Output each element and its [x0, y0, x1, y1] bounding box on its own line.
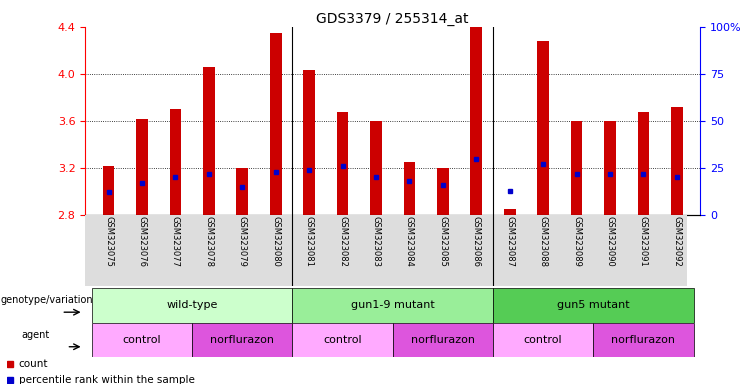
- Text: GSM323081: GSM323081: [305, 217, 313, 267]
- Bar: [671, 107, 682, 215]
- Text: gun1-9 mutant: gun1-9 mutant: [350, 300, 435, 310]
- Text: GSM323075: GSM323075: [104, 217, 113, 267]
- Bar: [270, 33, 282, 215]
- Text: norflurazon: norflurazon: [210, 335, 274, 345]
- Text: GSM323089: GSM323089: [572, 217, 581, 267]
- Bar: [293, 288, 493, 323]
- Bar: [493, 288, 694, 323]
- Text: GSM323079: GSM323079: [238, 217, 247, 267]
- Bar: [92, 288, 293, 323]
- Text: GSM323082: GSM323082: [338, 217, 347, 267]
- Bar: [571, 121, 582, 215]
- Bar: [203, 67, 215, 215]
- Text: GSM323087: GSM323087: [505, 217, 514, 268]
- Text: norflurazon: norflurazon: [611, 335, 676, 345]
- Bar: [303, 70, 315, 215]
- Text: GSM323076: GSM323076: [138, 217, 147, 268]
- Text: GSM323078: GSM323078: [205, 217, 213, 268]
- Text: gun5 mutant: gun5 mutant: [557, 300, 630, 310]
- Bar: [637, 112, 649, 215]
- Bar: [537, 41, 549, 215]
- Bar: [370, 121, 382, 215]
- Text: GSM323085: GSM323085: [439, 217, 448, 267]
- Bar: [103, 166, 114, 215]
- Bar: [293, 323, 393, 357]
- Bar: [604, 121, 616, 215]
- Bar: [92, 323, 192, 357]
- Title: GDS3379 / 255314_at: GDS3379 / 255314_at: [316, 12, 469, 26]
- Bar: [594, 323, 694, 357]
- Text: GSM323092: GSM323092: [672, 217, 681, 267]
- Text: GSM323083: GSM323083: [371, 217, 381, 268]
- Text: genotype/variation: genotype/variation: [1, 295, 93, 305]
- Text: GSM323088: GSM323088: [539, 217, 548, 268]
- Text: GSM323077: GSM323077: [171, 217, 180, 268]
- Text: norflurazon: norflurazon: [411, 335, 475, 345]
- Bar: [493, 323, 594, 357]
- Text: GSM323080: GSM323080: [271, 217, 280, 267]
- Bar: [136, 119, 148, 215]
- Bar: [192, 323, 293, 357]
- Bar: [393, 323, 493, 357]
- Text: GSM323084: GSM323084: [405, 217, 414, 267]
- Bar: [471, 27, 482, 215]
- Text: GSM323091: GSM323091: [639, 217, 648, 267]
- Text: wild-type: wild-type: [167, 300, 218, 310]
- Bar: [437, 168, 449, 215]
- Text: control: control: [524, 335, 562, 345]
- Bar: [170, 109, 182, 215]
- Text: GSM323090: GSM323090: [605, 217, 614, 267]
- Bar: [336, 112, 348, 215]
- Text: control: control: [123, 335, 162, 345]
- Bar: [504, 209, 516, 215]
- Text: control: control: [323, 335, 362, 345]
- Text: GSM323086: GSM323086: [472, 217, 481, 268]
- Bar: [404, 162, 415, 215]
- Text: agent: agent: [21, 329, 50, 340]
- Bar: [236, 168, 248, 215]
- Text: count: count: [19, 359, 48, 369]
- Text: percentile rank within the sample: percentile rank within the sample: [19, 375, 194, 384]
